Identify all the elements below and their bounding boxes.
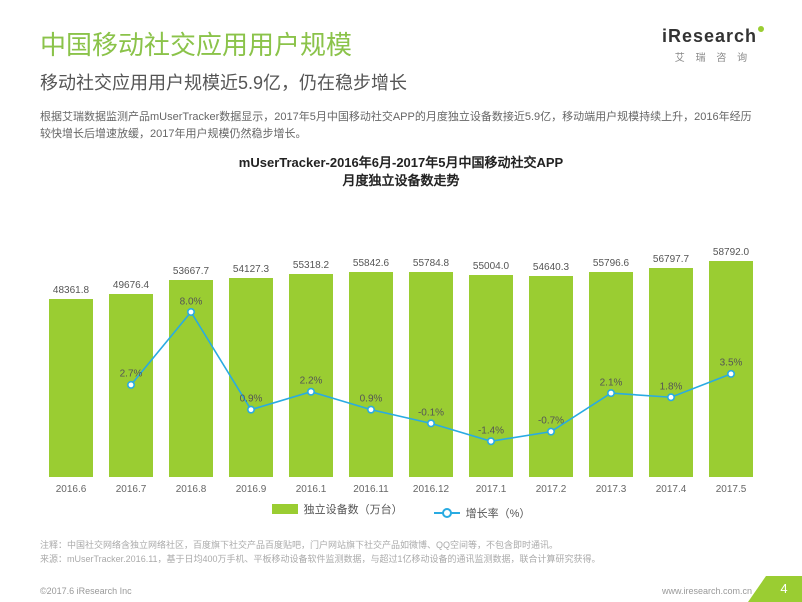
logo-subtext: 艾 瑞 咨 询 (662, 49, 764, 64)
page-subtitle: 移动社交应用用户规模近5.9亿，仍在稳步增长 (40, 69, 762, 95)
footer-url: www.iresearch.com.cn (662, 586, 752, 596)
footnote: 注释：中国社交网络含独立网络社区，百度旗下社交产品百度贴吧，门户网站旗下社交产品… (40, 539, 601, 566)
footnote-line1: 注释：中国社交网络含独立网络社区，百度旗下社交产品百度贴吧，门户网站旗下社交产品… (40, 539, 601, 553)
x-axis-label: 2016.1 (296, 484, 327, 495)
legend-bar-swatch-icon (272, 504, 298, 514)
chart-title: mUserTracker-2016年6月-2017年5月中国移动社交APP 月度… (40, 154, 762, 190)
page-title: 中国移动社交应用用户规模 (40, 30, 762, 61)
copyright: ©2017.6 iResearch Inc (40, 586, 132, 596)
x-axis-label: 2016.8 (176, 484, 207, 495)
legend: 独立设备数（万台） 增长率（%） (40, 501, 762, 521)
legend-line-swatch-icon (434, 512, 460, 514)
legend-bar: 独立设备数（万台） (272, 501, 403, 517)
x-axis-label: 2017.5 (716, 484, 747, 495)
chart-title-line1: mUserTracker-2016年6月-2017年5月中国移动社交APP (239, 155, 563, 170)
footnote-line2: 来源：mUserTracker.2016.11，基于日均400万手机、平板移动设… (40, 553, 601, 567)
page-number: 4 (766, 576, 802, 602)
logo: iResearch 艾 瑞 咨 询 (662, 26, 764, 64)
x-axis-label: 2017.4 (656, 484, 687, 495)
body-paragraph: 根据艾瑞数据监测产品mUserTracker数据显示，2017年5月中国移动社交… (40, 109, 762, 142)
legend-line-label: 增长率（%） (466, 505, 531, 521)
logo-dot-icon (758, 26, 764, 32)
x-axis-label: 2016.9 (236, 484, 267, 495)
x-axis-label: 2017.2 (536, 484, 567, 495)
x-axis-label: 2016.11 (353, 484, 388, 495)
legend-line: 增长率（%） (434, 505, 531, 521)
x-axis-label: 2016.7 (116, 484, 147, 495)
chart-area: 48361.849676.453667.754127.355318.255842… (41, 197, 761, 497)
legend-bar-label: 独立设备数（万台） (304, 501, 403, 517)
chart-title-line2: 月度独立设备数走势 (342, 173, 459, 188)
axis-layer: 2016.6 2016.7 2016.8 2016.9 2016.1 2016.11 201… (41, 197, 761, 497)
x-axis-label: 2016.12 (413, 484, 449, 495)
x-axis-label: 2017.1 (476, 484, 507, 495)
x-axis-label: 2016.6 (56, 484, 87, 495)
x-axis-label: 2017.3 (596, 484, 627, 495)
logo-brand: iResearch (662, 26, 764, 47)
slide: iResearch 艾 瑞 咨 询 中国移动社交应用用户规模 移动社交应用用户规… (0, 0, 802, 602)
